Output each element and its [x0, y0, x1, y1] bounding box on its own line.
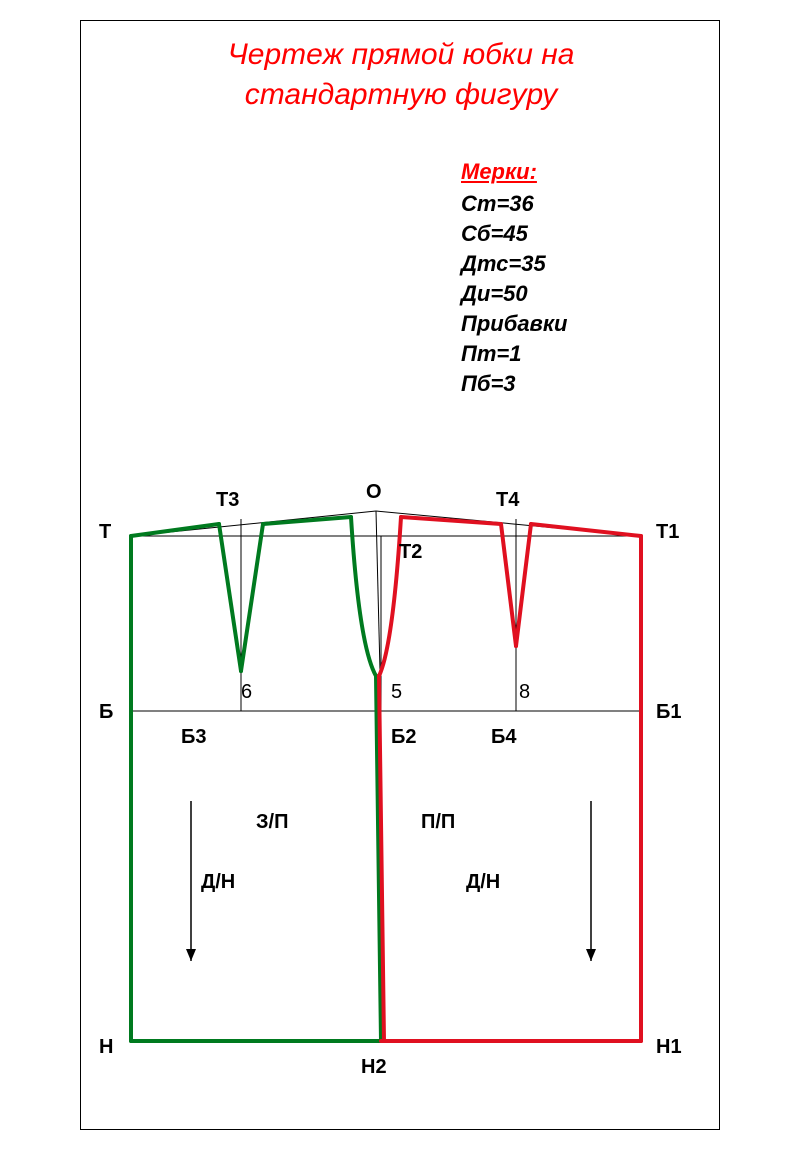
lbl-H2: Н2: [361, 1056, 387, 1079]
lbl-B4: Б4: [491, 726, 517, 749]
val-6: 6: [241, 681, 252, 704]
lbl-ZP: З/П: [256, 811, 288, 834]
lbl-PP: П/П: [421, 811, 455, 834]
val-5: 5: [391, 681, 402, 704]
lbl-T3: Т3: [216, 489, 239, 512]
lbl-B1: Б1: [656, 701, 682, 724]
diagram-frame: Чертеж прямой юбки на стандартную фигуру…: [80, 20, 720, 1130]
lbl-B2: Б2: [391, 726, 417, 749]
val-8: 8: [519, 681, 530, 704]
lbl-B: Б: [99, 701, 113, 724]
lbl-T2: Т2: [399, 541, 422, 564]
lbl-H1: Н1: [656, 1036, 682, 1059]
lbl-B3: Б3: [181, 726, 207, 749]
pattern-svg: [81, 21, 721, 1131]
lbl-H: Н: [99, 1036, 113, 1059]
lbl-DN2: Д/Н: [466, 871, 500, 894]
lbl-T1: Т1: [656, 521, 679, 544]
lbl-O: О: [366, 481, 382, 504]
lbl-T4: Т4: [496, 489, 519, 512]
lbl-DN1: Д/Н: [201, 871, 235, 894]
lbl-T: Т: [99, 521, 111, 544]
